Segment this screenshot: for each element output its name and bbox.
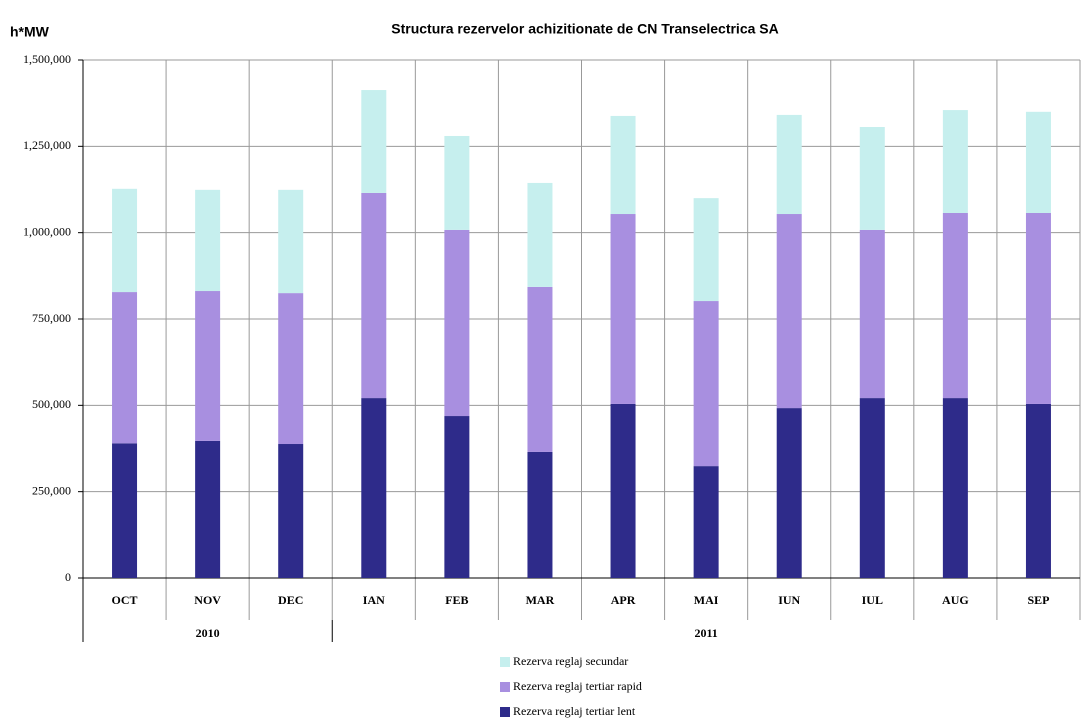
bar-segment	[195, 440, 221, 578]
bar-segment	[1025, 111, 1051, 213]
bar-segment	[527, 451, 553, 578]
bar-segment	[112, 188, 138, 293]
x-tick-label: FEB	[445, 593, 468, 607]
bar-segment	[278, 444, 304, 578]
y-tick-label: 500,000	[32, 397, 71, 411]
bar-segment	[693, 301, 719, 467]
bar-segment	[610, 115, 636, 215]
bar-segment	[1025, 403, 1051, 578]
x-tick-label: OCT	[112, 593, 138, 607]
bar-segment	[527, 182, 553, 287]
bar-segment	[693, 466, 719, 578]
bar-segment	[278, 189, 304, 294]
x-tick-label: SEP	[1027, 593, 1049, 607]
bar-segment	[195, 291, 221, 441]
y-tick-label: 750,000	[32, 311, 71, 325]
x-tick-label: IAN	[363, 593, 385, 607]
bar-segment	[859, 126, 885, 230]
legend-label: Rezerva reglaj secundar	[513, 654, 628, 668]
legend-label: Rezerva reglaj tertiar rapid	[513, 679, 642, 693]
bar-segment	[859, 229, 885, 399]
bar-segment	[112, 292, 138, 444]
bar-segment	[195, 189, 221, 292]
x-tick-label: MAI	[694, 593, 719, 607]
bar-segment	[776, 114, 802, 215]
bar-segment	[361, 192, 387, 399]
bar-segment	[942, 398, 968, 578]
x-tick-label: NOV	[194, 593, 221, 607]
bar-segment	[776, 214, 802, 409]
legend-swatch	[500, 682, 510, 692]
x-tick-label: IUL	[862, 593, 883, 607]
bar-segment	[527, 286, 553, 452]
y-tick-label: 0	[65, 570, 71, 584]
bar-segment	[444, 416, 470, 578]
y-tick-label: 250,000	[32, 483, 71, 497]
bar-segment	[1025, 212, 1051, 404]
bar-segment	[610, 214, 636, 404]
x-tick-label: AUG	[942, 593, 969, 607]
bar-segment	[693, 198, 719, 302]
bar-segment	[444, 135, 470, 230]
legend-swatch	[500, 707, 510, 717]
x-tick-label: APR	[611, 593, 636, 607]
y-tick-label: 1,250,000	[23, 138, 71, 152]
y-tick-label: 1,500,000	[23, 52, 71, 66]
bar-segment	[278, 293, 304, 445]
group-label: 2011	[694, 626, 717, 640]
bar-segment	[361, 398, 387, 578]
bar-segment	[776, 408, 802, 578]
group-label: 2010	[196, 626, 220, 640]
x-tick-label: DEC	[278, 593, 303, 607]
y-axis-label: h*MW	[10, 24, 50, 40]
bar-segment	[942, 212, 968, 399]
bar-segment	[112, 443, 138, 578]
legend-label: Rezerva reglaj tertiar lent	[513, 704, 636, 718]
x-tick-label: MAR	[526, 593, 555, 607]
x-tick-label: IUN	[778, 593, 800, 607]
chart-title: Structura rezervelor achizitionate de CN…	[391, 21, 778, 37]
bar-segment	[444, 229, 470, 417]
bar-segment	[942, 110, 968, 213]
y-tick-label: 1,000,000	[23, 224, 71, 238]
legend-swatch	[500, 657, 510, 667]
bar-segment	[610, 403, 636, 578]
bar-segment	[859, 398, 885, 578]
bar-segment	[361, 90, 387, 193]
